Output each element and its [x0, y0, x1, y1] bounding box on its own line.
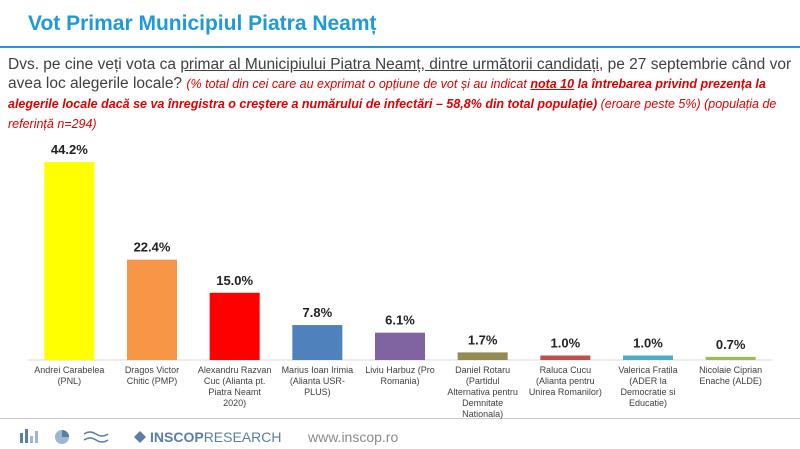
value-label: 1.0% [633, 336, 663, 351]
title-rule [0, 46, 800, 48]
value-label: 0.7% [716, 337, 746, 352]
category-label: Raluca Cucu (Alianta pentru Unirea Roman… [528, 365, 602, 397]
question-text: , pe 27 septembrie când vor avea loc ale… [8, 56, 792, 92]
category-label: Marius Ioan Irimia (Alianta USR-PLUS) [281, 365, 354, 397]
note: nota 10 [530, 77, 575, 91]
category-label: Daniel Rotaru (Partidul Alternativa pent… [447, 365, 518, 419]
category-label: Alexandru Razvan Cuc (Alianta pt. Piatra… [197, 365, 272, 408]
bar [209, 292, 260, 360]
category-label: Dragos Victor Chitic (PMP) [124, 365, 180, 386]
question-text: primar al Municipiului Piatra Neamț, din… [180, 56, 599, 73]
note: (% total din cei care au exprimat o opți… [186, 77, 531, 91]
brand: INSCOPRESEARCH [150, 429, 281, 445]
bar [375, 332, 425, 360]
question-text: Dvs. pe cine veți vota ca [8, 56, 181, 73]
note: (eroare peste 5%) (populația de referinț… [8, 97, 777, 131]
url: www.inscop.ro [308, 429, 399, 445]
value-label: 6.1% [385, 313, 415, 328]
bar [705, 356, 756, 360]
bar [623, 355, 673, 360]
category-label: Liviu Harbuz (Pro Romania) [365, 365, 435, 386]
value-label: 1.7% [468, 332, 498, 347]
footer-icons [20, 429, 146, 444]
category-label: Andrei Carabelea (PNL) [34, 365, 105, 386]
bar [540, 355, 591, 360]
question: Dvs. pe cine veți vota ca primar al Muni… [8, 55, 793, 134]
value-label: 7.8% [303, 305, 333, 320]
note: la întrebarea privind prezența la aleger… [8, 77, 766, 111]
category-label: Nicolaie Ciprian Enache (ALDE) [699, 365, 763, 386]
category-label: Valerica Fratila (ADER la Democratie si … [618, 365, 678, 408]
bar [292, 325, 343, 360]
value-label: 15.0% [216, 273, 253, 288]
bar [44, 162, 95, 360]
value-label: 22.4% [134, 240, 171, 255]
title: Vot Primar Municipiul Piatra Neamț [28, 12, 377, 35]
brand-name: RESEARCH [203, 429, 282, 445]
value-label: 1.0% [551, 336, 581, 351]
bar [127, 259, 177, 360]
footer-rule [0, 418, 800, 419]
value-label: 44.2% [51, 142, 88, 157]
bar [457, 352, 508, 360]
brand-name: INSCOP [150, 429, 204, 445]
